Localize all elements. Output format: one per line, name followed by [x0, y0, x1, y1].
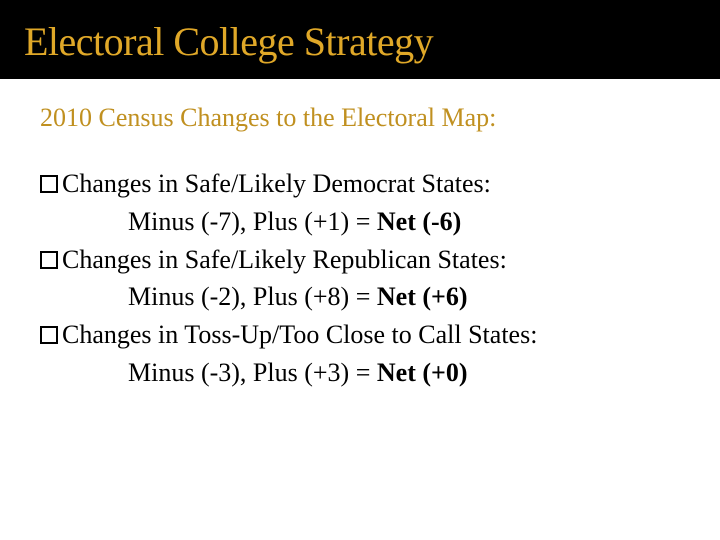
bullet-detail: Minus (-7), Plus (+1) = Net (-6)	[40, 205, 680, 239]
detail-prefix: Minus (-7), Plus (+1) =	[128, 207, 377, 236]
detail-prefix: Minus (-2), Plus (+8) =	[128, 282, 377, 311]
bullet-box-icon	[40, 251, 58, 269]
bullet-box-icon	[40, 175, 58, 193]
detail-bold: Net (+0)	[377, 358, 468, 387]
detail-bold: Net (+6)	[377, 282, 468, 311]
bullet-detail: Minus (-3), Plus (+3) = Net (+0)	[40, 356, 680, 390]
bullet-detail: Minus (-2), Plus (+8) = Net (+6)	[40, 280, 680, 314]
content-area: 2010 Census Changes to the Electoral Map…	[0, 79, 720, 390]
detail-bold: Net (-6)	[377, 207, 461, 236]
bullet-item: Changes in Safe/Likely Democrat States:	[40, 167, 680, 201]
bullet-item: Changes in Safe/Likely Republican States…	[40, 243, 680, 277]
detail-prefix: Minus (-3), Plus (+3) =	[128, 358, 377, 387]
bullet-heading: Changes in Safe/Likely Democrat States:	[62, 169, 491, 198]
bullet-heading: Changes in Toss-Up/Too Close to Call Sta…	[62, 320, 537, 349]
title-bar: Electoral College Strategy	[0, 0, 720, 79]
subtitle: 2010 Census Changes to the Electoral Map…	[40, 103, 680, 133]
bullet-item: Changes in Toss-Up/Too Close to Call Sta…	[40, 318, 680, 352]
slide-title: Electoral College Strategy	[24, 18, 696, 65]
bullet-heading: Changes in Safe/Likely Republican States…	[62, 245, 507, 274]
bullet-box-icon	[40, 326, 58, 344]
